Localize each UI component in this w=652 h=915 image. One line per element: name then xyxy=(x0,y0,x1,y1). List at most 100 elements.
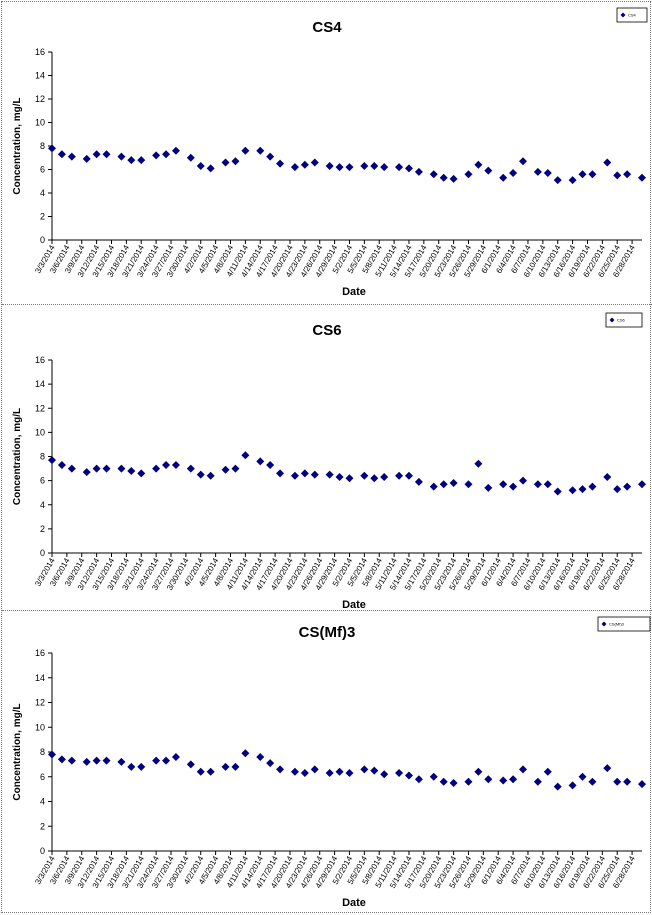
data-point xyxy=(533,480,542,489)
data-point xyxy=(186,760,195,769)
data-point xyxy=(231,464,240,473)
data-point xyxy=(345,163,354,172)
data-point xyxy=(414,167,423,176)
data-point xyxy=(290,163,299,172)
y-axis-title: Concentration, mg/L xyxy=(12,703,23,800)
panel-divider xyxy=(2,304,652,305)
y-tick-label: 14 xyxy=(35,673,45,683)
data-point xyxy=(474,459,483,468)
data-point xyxy=(102,464,111,473)
data-point xyxy=(568,176,577,185)
y-tick-label: 4 xyxy=(40,500,45,510)
data-point xyxy=(162,460,171,469)
legend-label: CS6 xyxy=(617,318,626,323)
data-point xyxy=(256,457,265,466)
data-point xyxy=(578,485,587,494)
chart-panel-cs6: CS6 CS6 0 2 4 6 8 10 12 14 16 Concentration, mg/L 3/… xyxy=(2,305,652,610)
chart-svg: CS(Mf)3 CS(Mf)3 0 2 4 6 8 10 12 14 16 Concentration… xyxy=(12,616,651,909)
y-tick-label: 8 xyxy=(40,452,45,462)
data-point xyxy=(186,153,195,162)
data-point xyxy=(543,480,552,489)
legend-marker xyxy=(609,317,615,323)
data-point xyxy=(67,152,76,161)
data-point xyxy=(196,161,205,170)
data-point xyxy=(162,756,171,765)
data-point xyxy=(613,485,622,494)
y-tick-label: 0 xyxy=(40,235,45,245)
data-point xyxy=(171,460,180,469)
data-point xyxy=(603,158,612,167)
data-point xyxy=(310,765,319,774)
data-point xyxy=(380,163,389,172)
data-point xyxy=(533,777,542,786)
y-tick-label: 10 xyxy=(35,118,45,128)
data-point xyxy=(335,767,344,776)
data-point xyxy=(553,487,562,496)
data-point xyxy=(553,176,562,185)
data-point xyxy=(310,158,319,167)
y-tick-label: 2 xyxy=(40,524,45,534)
y-tick-label: 16 xyxy=(35,47,45,57)
data-point xyxy=(370,161,379,170)
data-point xyxy=(439,173,448,182)
data-point xyxy=(404,471,413,480)
data-point xyxy=(276,159,285,168)
data-point xyxy=(290,471,299,480)
data-point xyxy=(196,767,205,776)
y-tick-label: 0 xyxy=(40,846,45,856)
y-tick-label: 2 xyxy=(40,821,45,831)
data-point xyxy=(335,473,344,482)
data-point xyxy=(57,755,66,764)
data-point xyxy=(484,483,493,492)
data-point xyxy=(82,757,91,766)
data-point xyxy=(92,464,101,473)
data-point xyxy=(484,166,493,175)
data-point xyxy=(221,465,230,474)
data-point xyxy=(82,154,91,163)
data-point xyxy=(464,170,473,179)
y-tick-label: 8 xyxy=(40,747,45,757)
legend-box xyxy=(616,7,648,23)
data-point xyxy=(588,170,597,179)
data-point xyxy=(48,144,56,153)
data-point xyxy=(300,469,309,478)
y-axis-title: Concentration, mg/L xyxy=(12,97,23,194)
data-point xyxy=(370,766,379,775)
data-point xyxy=(345,769,354,778)
data-point xyxy=(256,752,265,761)
data-point xyxy=(414,477,423,486)
data-point xyxy=(127,156,136,165)
legend-box xyxy=(605,312,643,328)
y-tick-label: 16 xyxy=(35,355,45,365)
data-point xyxy=(429,482,438,491)
data-point xyxy=(241,451,250,460)
data-point xyxy=(276,765,285,774)
chart-title: CS6 xyxy=(312,322,341,339)
data-point xyxy=(623,170,632,179)
data-point xyxy=(196,470,205,479)
y-tick-label: 4 xyxy=(40,188,45,198)
data-point xyxy=(335,163,344,172)
data-point xyxy=(484,775,493,784)
data-point xyxy=(102,150,111,159)
data-point xyxy=(519,476,528,485)
data-point xyxy=(171,752,180,761)
x-axis-title: Date xyxy=(342,897,366,909)
chart-title: CS4 xyxy=(312,19,342,36)
data-point xyxy=(67,756,76,765)
data-point xyxy=(578,772,587,781)
data-point xyxy=(499,480,508,489)
data-point xyxy=(206,767,215,776)
data-point xyxy=(499,776,508,785)
data-point xyxy=(603,473,612,482)
x-axis-title: Date xyxy=(342,599,366,610)
data-point xyxy=(137,469,146,478)
data-point xyxy=(404,771,413,780)
data-point xyxy=(300,160,309,169)
data-point xyxy=(241,146,250,155)
data-point xyxy=(186,464,195,473)
y-tick-label: 12 xyxy=(35,698,45,708)
data-point xyxy=(638,780,646,789)
legend-label: CS4 xyxy=(628,13,637,18)
